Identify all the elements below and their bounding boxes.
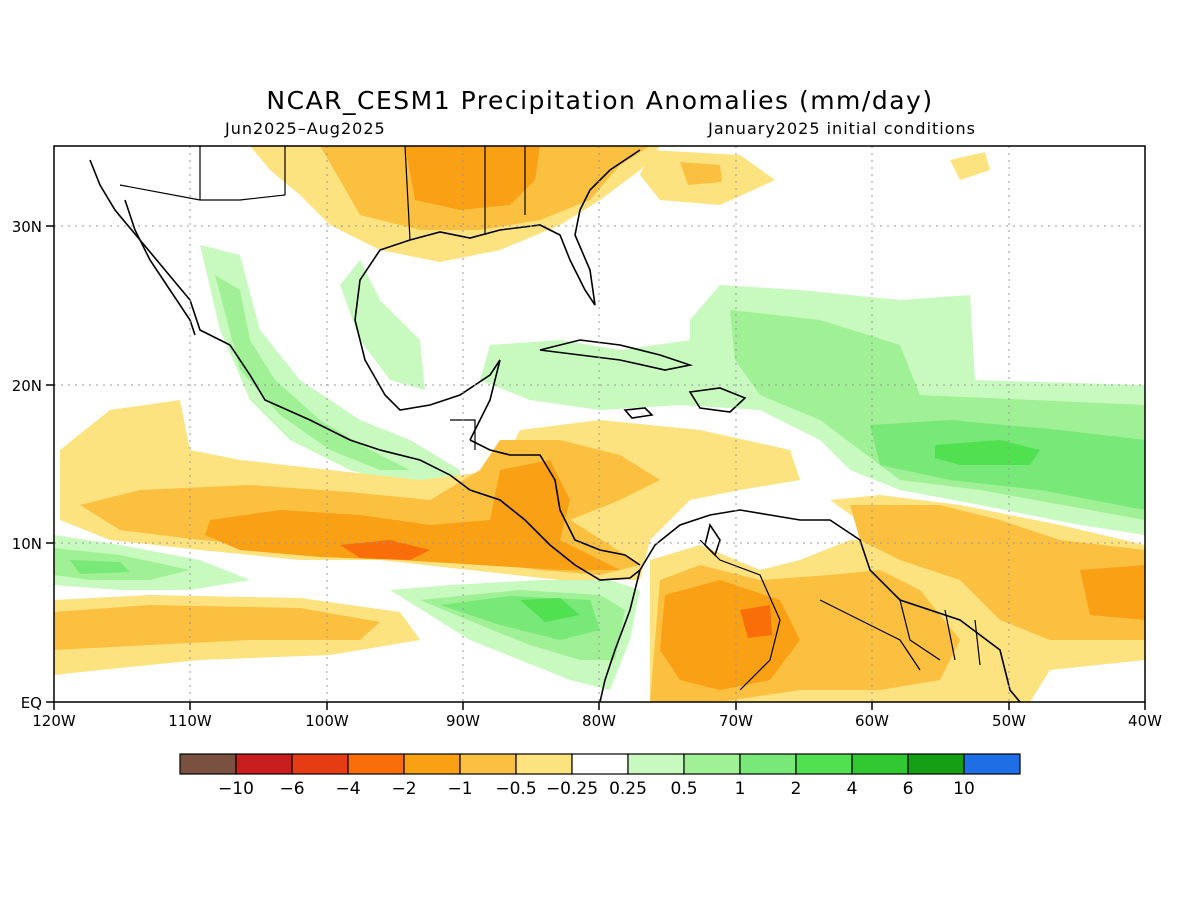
season-subtitle: Jun2025–Aug2025 — [225, 119, 386, 138]
jamaica — [623, 407, 654, 419]
gridlines — [54, 146, 1145, 702]
colorbar-label: 0.25 — [609, 779, 647, 799]
y-tick-labels: EQ 10N 20N 30N — [12, 218, 42, 712]
south-america-north-coast — [639, 509, 1021, 702]
gulf-coast-mexico — [354, 239, 501, 441]
colorbar-label: 6 — [903, 779, 914, 799]
south-america-dry-max — [740, 605, 772, 638]
small-dry-patch — [950, 152, 990, 180]
colorbar-swatch — [179, 753, 237, 775]
colorbar-swatch — [571, 753, 629, 775]
y-tick-label: EQ — [21, 694, 42, 712]
x-tick-labels: 120W 110W 100W 90W 80W 70W 60W 50W 40W — [32, 712, 1162, 730]
y-tick-label: 30N — [12, 218, 42, 236]
mexico-pacific-coast — [89, 159, 641, 581]
hispaniola — [688, 387, 747, 413]
colorbar-swatch — [907, 753, 965, 775]
colorbar-swatch — [851, 753, 909, 775]
colorbar-label: −0.5 — [495, 779, 536, 799]
panama-wet-peak — [520, 598, 580, 622]
x-tick-label: 110W — [168, 712, 212, 730]
caribbean-dry-core — [850, 505, 1145, 640]
colorbar-label: 4 — [847, 779, 858, 799]
central-america-caribbean — [469, 439, 641, 566]
us-gulf-coast — [409, 209, 596, 306]
baja-california — [124, 199, 196, 336]
x-tick-label: 80W — [582, 712, 616, 730]
epac-wet-max — [70, 560, 130, 574]
y-tick-label: 10N — [12, 535, 42, 553]
south-pacific-dry-core — [54, 605, 380, 650]
colorbar-swatch — [459, 753, 517, 775]
chart-title: NCAR_CESM1 Precipitation Anomalies (mm/d… — [266, 86, 934, 115]
colorbar-label: 1 — [735, 779, 746, 799]
colorbar-label: −1 — [447, 779, 472, 799]
colorbar-swatch — [795, 753, 853, 775]
epac-dry-max — [340, 540, 430, 560]
x-tick-label: 120W — [32, 712, 76, 730]
x-tick-label: 100W — [305, 712, 349, 730]
us-atlantic-coast — [579, 149, 641, 211]
colorbar-swatch — [963, 753, 1021, 775]
axis-ticks — [46, 225, 1146, 710]
atlantic-dry-core — [680, 162, 722, 185]
colorbar-swatch — [515, 753, 573, 775]
colorbar-label: −2 — [391, 779, 416, 799]
x-tick-label: 40W — [1128, 712, 1162, 730]
colorbar-swatch — [627, 753, 685, 775]
colorbar-swatch — [739, 753, 797, 775]
colorbar-swatch — [235, 753, 293, 775]
colorbar-label: −10 — [218, 779, 254, 799]
init-conditions-subtitle: January2025 initial conditions — [708, 119, 976, 138]
colorbar-label: −4 — [335, 779, 360, 799]
colorbar-label: 2 — [791, 779, 802, 799]
coastlines — [89, 149, 1021, 702]
atlantic-wet-max — [935, 440, 1040, 465]
x-tick-label: 50W — [992, 712, 1026, 730]
x-tick-label: 60W — [855, 712, 889, 730]
gulf-wet-patch — [340, 260, 425, 390]
mexico-pacific-wet-core — [215, 275, 410, 470]
y-tick-label: 20N — [12, 377, 42, 395]
x-tick-label: 70W — [719, 712, 753, 730]
anomaly-fill-layer — [54, 146, 1145, 702]
colorbar-swatch — [683, 753, 741, 775]
mexico-pacific-wet — [200, 245, 460, 500]
colorbar-swatch — [291, 753, 349, 775]
colorbar-label: −6 — [279, 779, 304, 799]
colorbar-label: 10 — [953, 779, 975, 799]
colorbar-swatch — [347, 753, 405, 775]
colorbar-swatch — [403, 753, 461, 775]
south-america-pacific-coast — [599, 569, 641, 702]
atlantic-dry-center — [1080, 565, 1145, 620]
country-borders — [119, 146, 981, 691]
x-tick-label: 90W — [446, 712, 480, 730]
colorbar-label: −0.25 — [546, 779, 598, 799]
cuba — [539, 339, 694, 371]
colorbar: −10 −6 −4 −2 −1 −0.5 −0.25 0.25 0.5 1 2 4 6 10 — [179, 753, 1021, 799]
us-dry-center — [405, 146, 540, 210]
colorbar-label: 0.5 — [670, 779, 697, 799]
